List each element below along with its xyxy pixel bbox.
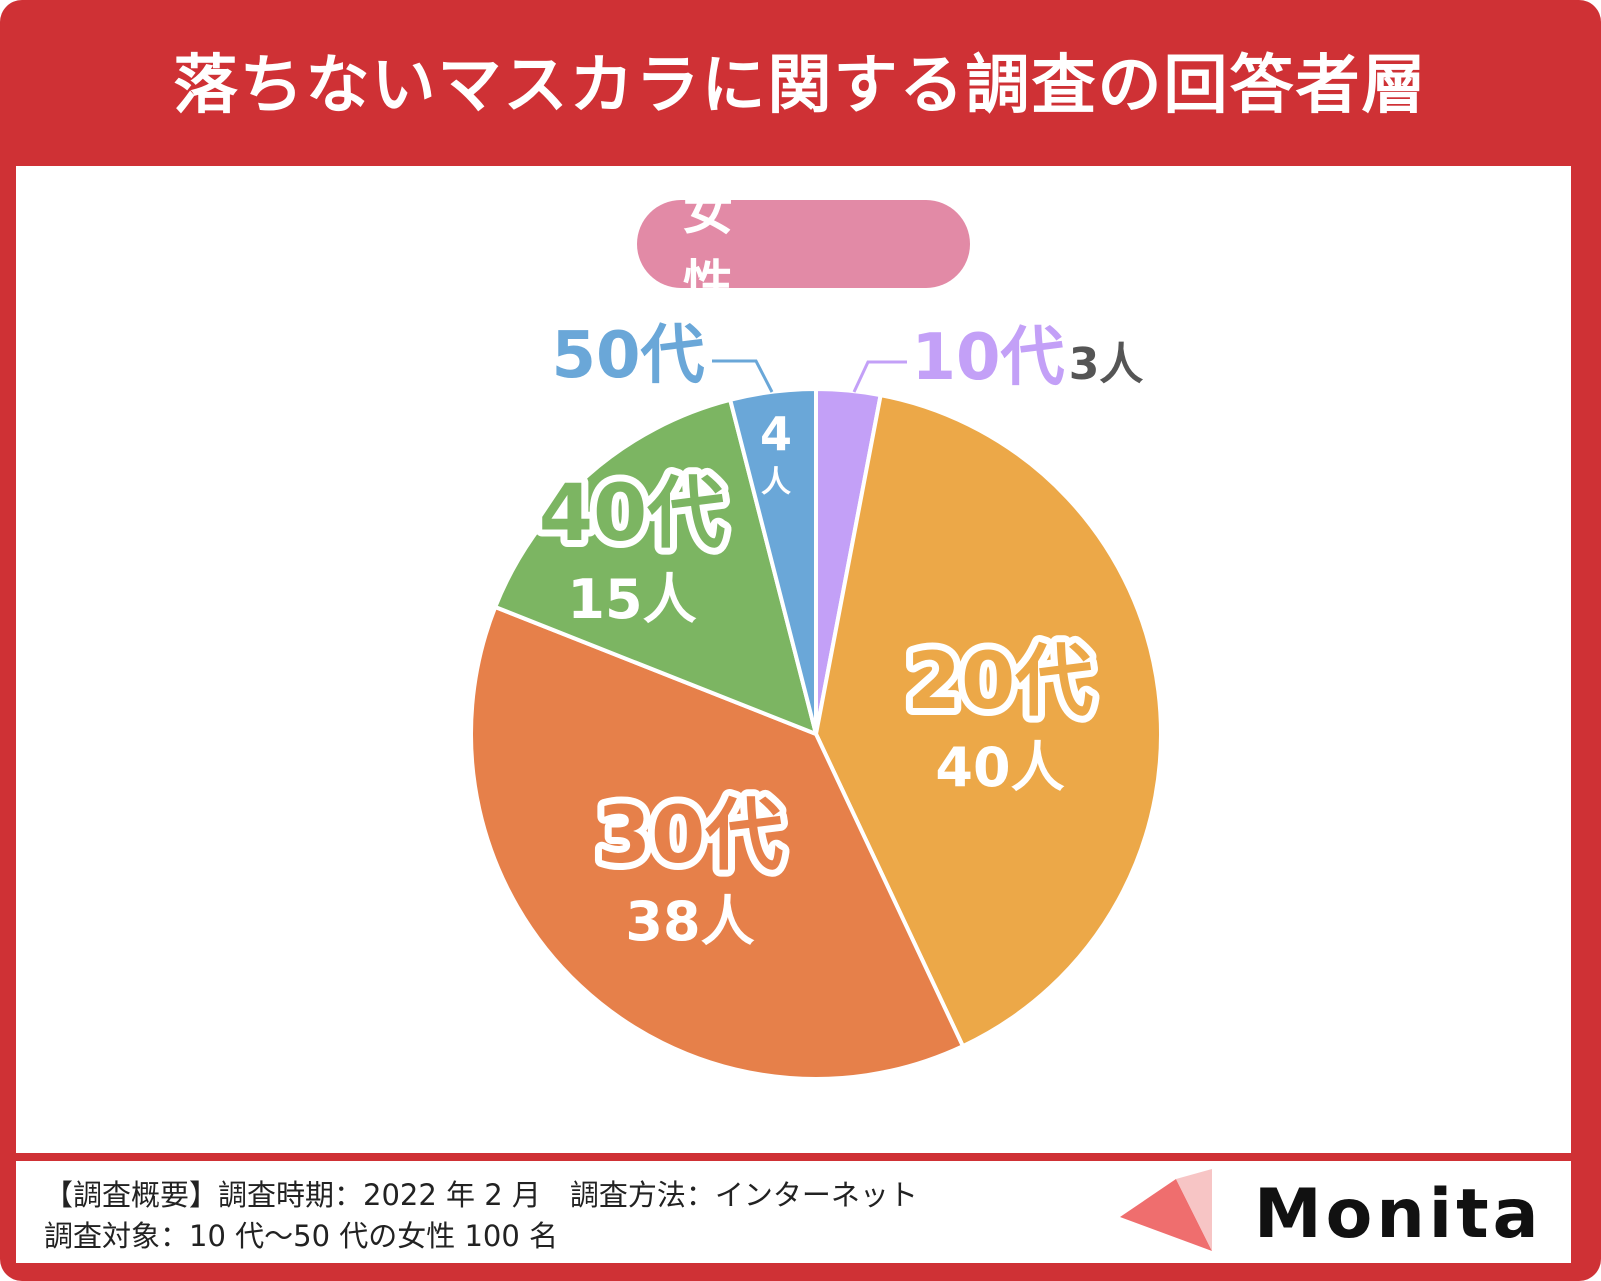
survey-summary-line1: 【調査概要】調査時期：2022 年 2 月 調査方法：インターネット (44, 1178, 918, 1212)
leader-line-1 (852, 360, 907, 393)
pie-slice-5 (727, 386, 818, 735)
survey-summary-line2: 調査対象：10 代～50 代の女性 100 名 (44, 1219, 559, 1253)
category-label-2: 20代 (907, 637, 1094, 727)
value-label-5-number: 4 (760, 407, 792, 461)
brand-name: Monita (1254, 1175, 1543, 1254)
page-title: 落ちないマスカラに関する調査の回答者層 (173, 49, 1428, 123)
value-label-4: 15人 (567, 568, 696, 631)
category-label-5: 50代 (551, 319, 704, 393)
value-label-2: 40人 (935, 736, 1064, 799)
value-label-1: 3人 (1069, 339, 1144, 390)
leader-line-5 (712, 359, 774, 393)
survey-summary: 【調査概要】調査時期：2022 年 2 月 調査方法：インターネット 調査対象：1… (44, 1175, 918, 1257)
badge-female: 女 性 (637, 183, 970, 313)
pie-slice-4 (492, 397, 819, 738)
value-label-5-unit: 人 (761, 465, 791, 500)
pie-slice-2 (813, 392, 1163, 1049)
brand-triangle-icon (1120, 1169, 1212, 1251)
pie-slice-3 (469, 604, 966, 1082)
category-label-4: 40代 (539, 469, 726, 559)
category-label-1: 10代 (911, 321, 1064, 395)
category-label-3: 30代 (597, 791, 784, 881)
footer: 【調査概要】調査時期：2022 年 2 月 調査方法：インターネット 調査対象：1… (16, 1161, 1571, 1263)
value-label-3: 38人 (625, 890, 754, 953)
